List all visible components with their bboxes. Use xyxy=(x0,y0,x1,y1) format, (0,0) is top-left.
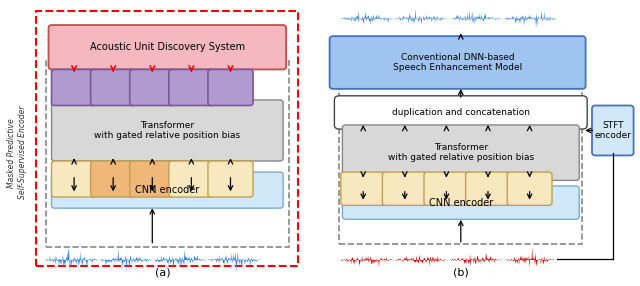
Text: Transformer
with gated relative position bias: Transformer with gated relative position… xyxy=(388,143,534,162)
Bar xyxy=(45,61,289,247)
FancyBboxPatch shape xyxy=(169,161,214,197)
Text: x₃: x₃ xyxy=(442,184,451,194)
Text: x₄: x₄ xyxy=(187,174,196,184)
FancyBboxPatch shape xyxy=(169,69,214,106)
Text: z₅: z₅ xyxy=(225,81,236,94)
Bar xyxy=(339,58,582,244)
FancyBboxPatch shape xyxy=(342,125,579,180)
Text: CNN encoder: CNN encoder xyxy=(429,198,493,208)
FancyBboxPatch shape xyxy=(466,172,511,205)
Text: STFT
encoder: STFT encoder xyxy=(595,121,631,140)
FancyBboxPatch shape xyxy=(208,161,253,197)
FancyBboxPatch shape xyxy=(130,69,175,106)
Text: x₄: x₄ xyxy=(483,184,493,194)
FancyBboxPatch shape xyxy=(330,36,586,89)
FancyBboxPatch shape xyxy=(51,69,97,106)
FancyBboxPatch shape xyxy=(592,106,634,156)
Text: Masked Predictive
Self-Supervised Encoder: Masked Predictive Self-Supervised Encode… xyxy=(7,106,27,199)
Text: x₁: x₁ xyxy=(70,174,79,184)
Text: Conventional DNN-based
Speech Enhancement Model: Conventional DNN-based Speech Enhancemen… xyxy=(393,53,522,72)
Text: x₅: x₅ xyxy=(226,174,235,184)
Text: Transformer
with gated relative position bias: Transformer with gated relative position… xyxy=(94,121,241,140)
Text: x₅: x₅ xyxy=(525,184,534,194)
FancyBboxPatch shape xyxy=(51,100,283,161)
FancyBboxPatch shape xyxy=(508,172,552,205)
FancyBboxPatch shape xyxy=(51,161,97,197)
Text: Acoustic Unit Discovery System: Acoustic Unit Discovery System xyxy=(90,42,245,52)
FancyBboxPatch shape xyxy=(51,172,283,208)
FancyBboxPatch shape xyxy=(91,161,136,197)
FancyBboxPatch shape xyxy=(208,69,253,106)
FancyBboxPatch shape xyxy=(383,172,428,205)
Text: [msk]: [msk] xyxy=(140,174,165,184)
FancyBboxPatch shape xyxy=(342,186,579,219)
Text: z₄: z₄ xyxy=(186,81,197,94)
Text: (b): (b) xyxy=(453,267,468,277)
Text: x₁: x₁ xyxy=(358,184,368,194)
FancyBboxPatch shape xyxy=(341,172,385,205)
FancyBboxPatch shape xyxy=(130,161,175,197)
Text: z₁: z₁ xyxy=(68,81,79,94)
Text: (a): (a) xyxy=(155,267,171,277)
Text: duplication and concatenation: duplication and concatenation xyxy=(392,108,530,117)
Text: CNN encoder: CNN encoder xyxy=(135,185,200,195)
FancyBboxPatch shape xyxy=(424,172,468,205)
FancyBboxPatch shape xyxy=(91,69,136,106)
FancyBboxPatch shape xyxy=(49,25,286,69)
Text: z₂: z₂ xyxy=(108,81,118,94)
Text: z₃: z₃ xyxy=(147,81,158,94)
Text: [msk]: [msk] xyxy=(100,174,126,184)
FancyBboxPatch shape xyxy=(335,96,588,129)
Bar xyxy=(36,11,298,267)
Text: x₂: x₂ xyxy=(400,184,410,194)
